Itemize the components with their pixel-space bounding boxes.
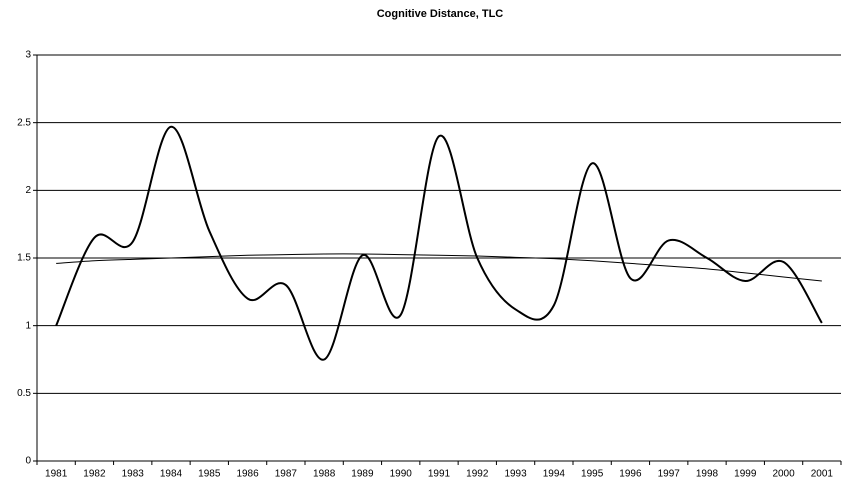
trend-line — [56, 253, 822, 282]
y-tick-label: 2 — [25, 185, 31, 196]
y-tick-label: 2.5 — [17, 117, 31, 128]
chart-title: Cognitive Distance, TLC — [377, 8, 504, 20]
x-tick-label: 1987 — [275, 469, 298, 480]
y-tick-label: 0.5 — [17, 388, 31, 399]
x-tick-label: 1990 — [390, 469, 413, 480]
y-tick-label: 1 — [25, 320, 31, 331]
x-tick-label: 1999 — [734, 469, 757, 480]
x-tick-label: 1986 — [236, 469, 259, 480]
x-tick-label: 2000 — [772, 469, 795, 480]
x-tick-label: 1989 — [351, 469, 374, 480]
x-tick-label: 1994 — [543, 469, 566, 480]
x-tick-label: 1995 — [581, 469, 604, 480]
y-tick-label: 3 — [25, 50, 31, 61]
data-line — [55, 125, 823, 361]
x-tick-label: 1996 — [619, 469, 642, 480]
x-tick-label: 1983 — [122, 469, 145, 480]
x-tick-label: 1997 — [658, 469, 681, 480]
y-tick-label: 1.5 — [17, 253, 31, 264]
x-tick-label: 1988 — [313, 469, 336, 480]
x-tick-label: 1992 — [466, 469, 489, 480]
x-tick-label: 1993 — [504, 469, 527, 480]
y-tick-label: 0 — [25, 456, 31, 467]
x-tick-label: 1991 — [428, 469, 451, 480]
x-tick-label: 1984 — [160, 469, 183, 480]
x-tick-label: 1981 — [45, 469, 68, 480]
x-tick-label: 1982 — [83, 469, 106, 480]
x-tick-label: 1985 — [198, 469, 221, 480]
x-tick-label: 2001 — [811, 469, 834, 480]
x-tick-label: 1998 — [696, 469, 719, 480]
